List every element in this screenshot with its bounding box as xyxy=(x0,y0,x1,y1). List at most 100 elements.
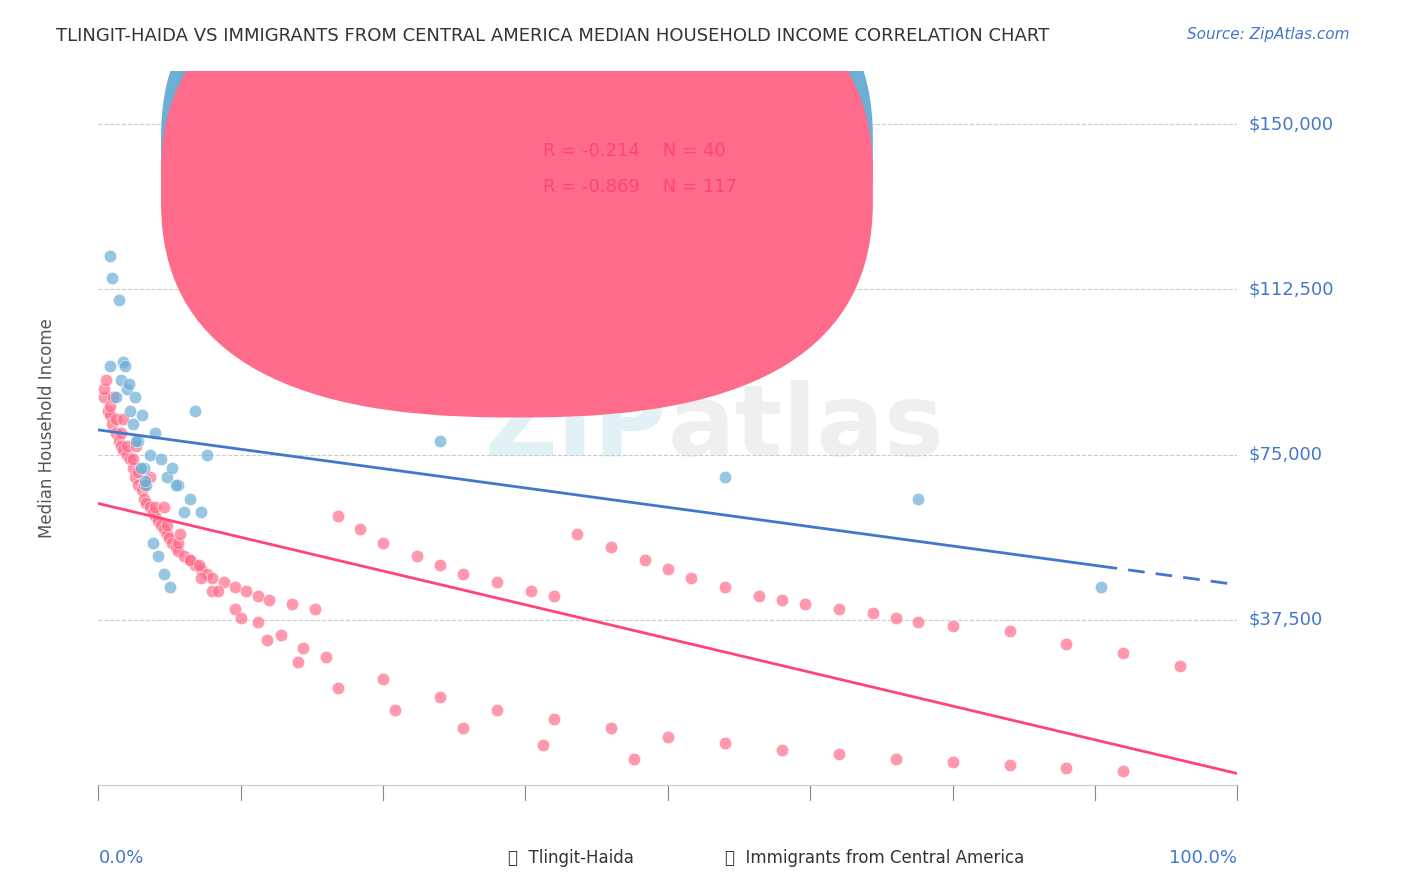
Point xyxy=(1112,646,1135,660)
Point xyxy=(112,443,135,458)
Text: $37,500: $37,500 xyxy=(1249,611,1323,629)
Point xyxy=(129,460,152,475)
Point xyxy=(146,514,169,528)
Point xyxy=(131,408,153,422)
Point xyxy=(98,399,121,413)
Point xyxy=(118,377,141,392)
Point xyxy=(942,755,965,769)
Point xyxy=(142,535,165,549)
Point xyxy=(120,452,142,467)
Point xyxy=(229,610,252,624)
Point xyxy=(770,742,793,756)
Point xyxy=(179,553,201,567)
Point xyxy=(135,478,157,492)
Point xyxy=(132,478,155,492)
Point xyxy=(907,615,929,629)
Point xyxy=(714,580,737,594)
Point xyxy=(1054,637,1078,651)
Point xyxy=(256,632,278,647)
Point xyxy=(184,403,207,417)
FancyBboxPatch shape xyxy=(162,0,873,382)
Point xyxy=(125,434,148,449)
Point xyxy=(120,403,142,417)
Point xyxy=(121,417,143,431)
Point xyxy=(543,589,565,603)
Text: TLINGIT-HAIDA VS IMMIGRANTS FROM CENTRAL AMERICA MEDIAN HOUSEHOLD INCOME CORRELA: TLINGIT-HAIDA VS IMMIGRANTS FROM CENTRAL… xyxy=(56,27,1049,45)
Point xyxy=(104,390,127,404)
Point xyxy=(429,690,451,704)
Point xyxy=(98,408,121,422)
Point xyxy=(531,739,554,753)
Point xyxy=(127,465,149,479)
Point xyxy=(162,460,184,475)
Point xyxy=(96,403,118,417)
Point xyxy=(748,589,770,603)
Point xyxy=(179,491,201,506)
Point xyxy=(150,518,173,533)
Point xyxy=(292,641,315,656)
Point xyxy=(714,736,737,750)
Text: 100.0%: 100.0% xyxy=(1170,849,1237,867)
Text: ZIP: ZIP xyxy=(485,380,668,476)
Text: R = -0.869    N = 117: R = -0.869 N = 117 xyxy=(543,178,737,196)
Point xyxy=(114,359,136,374)
Point xyxy=(429,434,451,449)
Point xyxy=(121,460,143,475)
Point xyxy=(115,382,138,396)
Point xyxy=(190,505,212,519)
Point xyxy=(110,373,132,387)
Point xyxy=(520,584,543,599)
Point xyxy=(828,601,851,615)
Point xyxy=(270,628,292,642)
Point xyxy=(623,751,645,765)
Point xyxy=(207,584,229,599)
Point xyxy=(371,535,394,549)
Point xyxy=(101,271,124,285)
Point xyxy=(108,434,131,449)
Point xyxy=(1112,764,1135,778)
Point xyxy=(156,469,179,483)
Point xyxy=(93,382,115,396)
Point xyxy=(212,575,235,590)
Point xyxy=(108,293,131,308)
Point xyxy=(281,598,304,612)
Point xyxy=(153,500,176,515)
Point xyxy=(179,553,201,567)
Point xyxy=(326,509,349,524)
Point xyxy=(486,575,509,590)
Point xyxy=(121,452,143,467)
Point xyxy=(942,619,965,633)
Point xyxy=(134,474,156,488)
Point xyxy=(125,439,148,453)
Point xyxy=(110,439,132,453)
Point xyxy=(112,412,135,426)
Text: $75,000: $75,000 xyxy=(1249,446,1323,464)
Point xyxy=(195,566,218,581)
Point xyxy=(451,566,474,581)
Point xyxy=(259,593,281,607)
Point xyxy=(167,478,190,492)
Point xyxy=(349,523,371,537)
Point xyxy=(124,469,146,483)
Point xyxy=(145,500,167,515)
Point xyxy=(190,571,212,585)
Text: 🟥  Immigrants from Central America: 🟥 Immigrants from Central America xyxy=(725,849,1024,867)
Point xyxy=(714,469,737,483)
Point xyxy=(153,523,176,537)
Point xyxy=(132,491,155,506)
Point xyxy=(132,460,155,475)
Point xyxy=(657,562,679,576)
Point xyxy=(543,712,565,726)
Point xyxy=(103,390,125,404)
Point xyxy=(326,681,349,695)
Point xyxy=(429,558,451,572)
Point xyxy=(998,758,1021,772)
Point xyxy=(150,452,173,467)
Point xyxy=(115,448,138,462)
Point xyxy=(142,505,165,519)
Point xyxy=(600,540,623,554)
Point xyxy=(907,491,929,506)
Point xyxy=(224,580,246,594)
Point xyxy=(131,483,153,497)
Point xyxy=(138,448,160,462)
